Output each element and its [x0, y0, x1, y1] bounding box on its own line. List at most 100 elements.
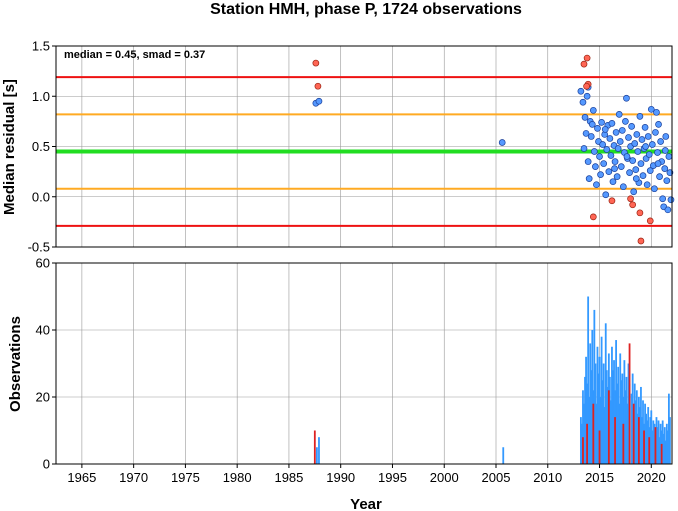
residual-point [618, 127, 626, 134]
observation-bar [589, 343, 592, 464]
observation-bar [620, 380, 623, 464]
observation-bar-outlier [614, 417, 616, 464]
y-tick-label: 40 [36, 323, 50, 338]
observation-bar [618, 403, 621, 464]
residual-point [596, 153, 603, 160]
residual-point [651, 185, 658, 193]
residual-point [577, 87, 585, 95]
observation-bar [659, 423, 662, 464]
residual-point [623, 94, 630, 102]
observation-bar-outlier [607, 390, 610, 464]
residual-point-outlier [312, 59, 320, 67]
y-tick-label: 0 [43, 457, 50, 472]
residual-point [645, 151, 653, 158]
residual-point [584, 158, 592, 165]
observation-bar [658, 437, 661, 464]
residual-point [609, 178, 617, 186]
y-tick-label: 0.0 [32, 189, 50, 204]
observation-bar [627, 363, 630, 464]
observation-bar [642, 400, 644, 464]
residual-point [315, 97, 323, 105]
observation-bar [599, 397, 602, 464]
year-x-label: Year [350, 496, 382, 511]
y-tick-label: 1.5 [32, 39, 50, 54]
residual-point [632, 166, 640, 173]
residual-point [628, 123, 635, 130]
x-tick-label: 1980 [223, 470, 252, 485]
residual-point [599, 141, 606, 148]
x-tick-label: 2015 [585, 470, 614, 485]
residual-point [667, 196, 675, 204]
residual-point [498, 139, 506, 146]
residual-point [654, 160, 662, 167]
residual-grid [56, 45, 672, 248]
residual-point [639, 172, 647, 179]
residual-point [614, 145, 622, 152]
observation-bar [633, 383, 636, 464]
residual-point [600, 160, 608, 167]
observation-bar [613, 360, 615, 464]
observation-bar [588, 397, 591, 464]
residual-point [638, 136, 646, 143]
observation-bar [630, 393, 633, 464]
observation-bar [641, 417, 643, 464]
observation-bar [582, 390, 584, 464]
observation-bar [657, 420, 660, 464]
residual-point [653, 108, 660, 116]
observation-bar [631, 373, 634, 464]
residual-point-outlier [583, 82, 590, 90]
observation-bar [663, 427, 666, 464]
observation-bar [603, 407, 606, 464]
y-tick-label: 1.0 [32, 89, 50, 104]
residual-point-outlier [314, 82, 322, 90]
residual-point [617, 163, 625, 170]
residual-point [598, 119, 605, 126]
residual-point [654, 149, 661, 156]
y-tick-label: 0.5 [32, 139, 50, 154]
observation-bar [667, 393, 670, 464]
observation-bar [502, 447, 505, 464]
residual-point-outlier [589, 213, 597, 221]
observation-bar [612, 370, 614, 464]
observation-bar-outlier [582, 437, 584, 464]
observation-bar-outlier [622, 423, 625, 464]
residual-point [606, 135, 614, 142]
residual-point [636, 112, 644, 120]
residual-point [616, 138, 624, 145]
x-tick-label: 1970 [119, 470, 148, 485]
residual-point [626, 169, 633, 176]
chart-title: Station HMH, phase P, 1724 observations [210, 1, 522, 18]
observation-bar-outlier [313, 430, 316, 464]
residual-point [594, 125, 601, 132]
observation-bar-outlier [654, 427, 657, 464]
residual-point [661, 147, 669, 154]
residual-point [601, 126, 609, 133]
observation-bar [669, 417, 671, 464]
residual-point [633, 131, 641, 138]
observation-bar-outlier [637, 417, 640, 464]
x-tick-label: 2010 [533, 470, 562, 485]
observation-bar [653, 423, 656, 464]
residual-point [630, 188, 638, 196]
residual-point [637, 160, 645, 167]
observation-bar [315, 447, 318, 464]
x-tick-label: 1975 [171, 470, 200, 485]
observation-bar [666, 430, 669, 464]
observation-bar [635, 390, 638, 464]
observation-bar [595, 403, 598, 464]
residual-point [663, 177, 671, 185]
residual-point [632, 175, 640, 183]
observations-y-ticks: 60 40 20 0 [36, 256, 56, 472]
observations-frame [55, 262, 673, 465]
residual-point [608, 120, 616, 127]
observation-bar [664, 440, 667, 464]
residual-point [622, 118, 629, 125]
residual-point [581, 114, 589, 121]
residual-point-outlier [608, 197, 616, 205]
observations-bars [313, 296, 671, 464]
residual-point [592, 163, 599, 170]
residual-point [644, 133, 652, 140]
residual-point [602, 191, 610, 199]
observation-bar-outlier [592, 403, 595, 464]
observation-bar [639, 407, 641, 464]
